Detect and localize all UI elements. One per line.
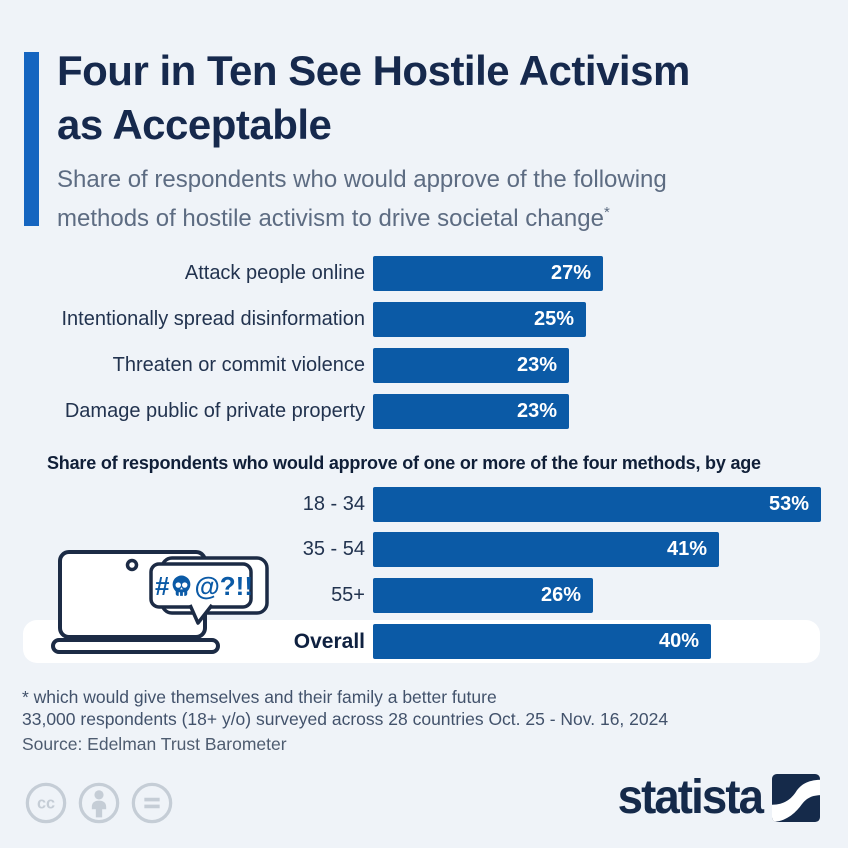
chart-row: Damage public of private property 23% [20,394,828,429]
footnote-block: * which would give themselves and their … [22,686,802,730]
category-label: Threaten or commit violence [112,354,365,376]
statista-wordmark: statista [617,771,764,824]
category-label: Attack people online [184,262,365,284]
subtitle-line1: Share of respondents who would approve o… [57,166,667,193]
category-label: 18 - 34 [302,493,365,515]
age-approval-bar-chart: 18 - 34 53% 35 - 54 41% 55+ 26% Overall 40% [20,487,828,659]
bar: 40% [373,624,711,659]
bar: 23% [373,394,569,429]
footnote-line1: * which would give themselves and their … [22,687,497,707]
laptop-base [51,638,220,654]
value-label: 23% [516,400,557,422]
footnote-marker: * [603,204,610,221]
value-label: 53% [768,493,809,515]
attribution-person-icon [78,782,120,824]
statista-logo-mark [772,774,820,822]
methods-approval-bar-chart: Attack people online 27% Intentionally spr… [20,256,828,434]
age-section-heading: Share of respondents who would approve o… [47,453,761,473]
chart-row: Attack people online 27% [20,256,828,291]
bubble-text-prefix: # [155,570,170,601]
chart-row: Intentionally spread disinformation 25% [20,302,828,337]
value-label: 40% [658,630,699,652]
speech-bubble-tail [188,603,214,625]
page-title-line2: as Acceptable [57,101,332,148]
bar: 53% [373,487,821,522]
category-label: 55+ [331,584,365,606]
value-label: 23% [516,354,557,376]
footnote-line2: 33,000 respondents (18+ y/o) surveyed ac… [22,709,669,729]
chart-row: 35 - 54 41% [20,532,828,567]
page-title-line1: Four in Ten See Hostile Activism [57,47,690,94]
chart-row: Overall 40% [20,624,828,659]
title-accent-bar [24,52,39,226]
category-label: Overall [293,630,365,653]
license-icons: cc [24,781,174,825]
subtitle-line2: methods of hostile activism to drive soc… [57,205,604,232]
value-label: 26% [540,584,581,606]
bar: 25% [373,302,586,337]
chart-row: 55+ 26% [20,578,828,613]
skull-icon [173,575,191,596]
source-line: Source: Edelman Trust Barometer [22,734,287,754]
chart-row: 18 - 34 53% [20,487,828,522]
value-label: 41% [666,538,707,560]
profanity-bubble-text: # @?!! [155,566,253,606]
chart-subtitle: Share of respondents who would approve o… [57,163,817,235]
page-title: Four in Ten See Hostile Activism as Accep… [57,44,832,152]
bar: 23% [373,348,569,383]
bubble-text-suffix: @?!! [194,570,253,601]
category-label: 35 - 54 [302,538,365,560]
bar: 41% [373,532,719,567]
category-label: Damage public of private property [64,400,365,422]
value-label: 25% [533,308,574,330]
bar: 26% [373,578,593,613]
svg-text:cc: cc [37,795,55,813]
chart-row: Threaten or commit violence 23% [20,348,828,383]
laptop-illustration [51,550,269,654]
cc-icon: cc [25,782,67,824]
category-label: Intentionally spread disinformation [61,308,365,330]
no-derivatives-equals-icon [131,782,173,824]
value-label: 27% [550,262,591,284]
statista-logo: statista [610,772,820,824]
laptop-camera-dot [125,558,139,572]
bar: 27% [373,256,603,291]
